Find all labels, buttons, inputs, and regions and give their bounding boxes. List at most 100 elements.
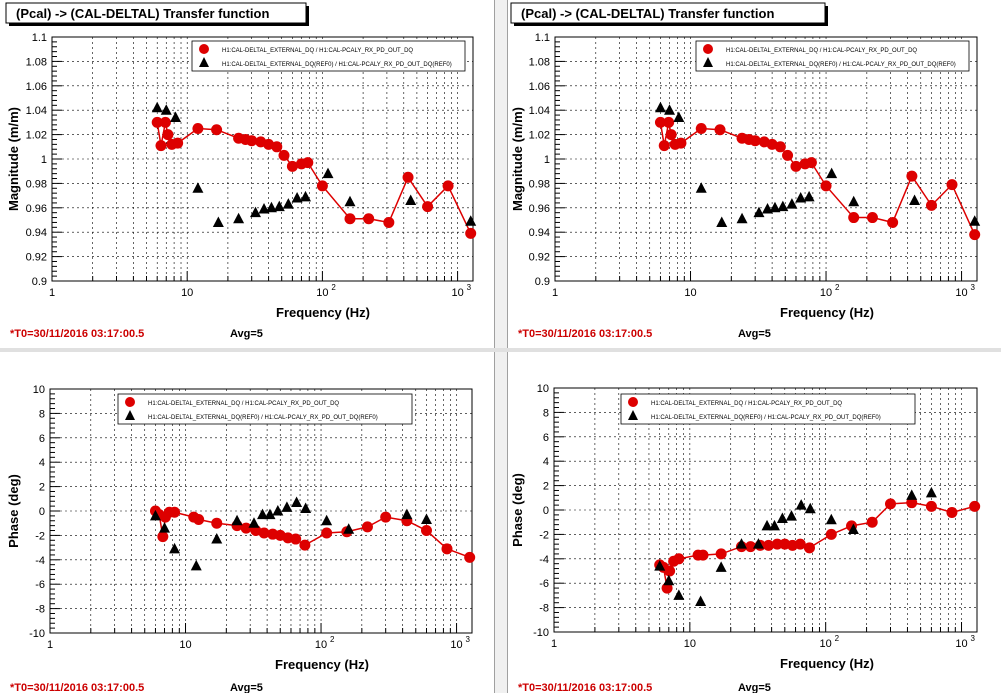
legend-marker-circle	[125, 397, 135, 407]
data-point	[752, 538, 764, 549]
y-tick-label: 1.04	[529, 105, 550, 117]
data-point	[774, 141, 786, 153]
legend-entry: H1:CAL-DELTAL_EXTERNAL_DQ / H1:CAL-PCALY…	[726, 48, 917, 54]
series-main	[149, 505, 476, 563]
y-tick-label: 1.1	[32, 32, 47, 44]
y-tick-label: 0.96	[26, 203, 47, 215]
data-point	[464, 551, 476, 563]
data-point	[211, 533, 223, 544]
data-point	[151, 101, 163, 113]
data-point	[169, 542, 181, 554]
phase-plot-pad-right[interactable]: -10 -8 -6 -4 -2 0 2 4 6 8 10 1 10 10 2 10 3 Frequency (Hz…	[508, 352, 1001, 693]
y-tick-label: -4	[35, 555, 45, 567]
title-box-frame	[510, 2, 826, 24]
y-tick-label: 0.98	[26, 178, 47, 190]
data-point	[790, 160, 802, 172]
legend-marker-circle	[199, 44, 209, 54]
data-point	[777, 200, 789, 212]
data-point	[826, 167, 838, 179]
data-point	[969, 215, 981, 226]
y-tick-label: 1.08	[26, 56, 47, 68]
data-point	[192, 123, 204, 134]
x-tick-label: 10	[684, 638, 696, 650]
y-tick-label: 0.9	[535, 276, 550, 288]
x-tick-label: 10	[179, 639, 191, 651]
y-tick-label: 1.1	[535, 32, 550, 44]
data-point	[925, 486, 937, 498]
data-point	[803, 542, 815, 554]
y-tick-label: -8	[539, 603, 549, 615]
data-point	[848, 195, 860, 207]
data-point	[745, 541, 757, 553]
data-point	[658, 140, 670, 152]
data-point	[271, 141, 283, 153]
y-tick-label: 1.04	[26, 105, 47, 117]
y-tick-label: 10	[33, 384, 45, 396]
data-point	[925, 500, 937, 512]
y-tick-label: 8	[39, 408, 45, 420]
x-tick-label: 10	[820, 638, 832, 650]
data-point	[383, 216, 395, 228]
y-tick-label: 8	[543, 407, 549, 419]
timestamp-label: *T0=30/11/2016 03:17:00.5	[518, 682, 652, 693]
x-axis-label: Frequency (Hz)	[275, 657, 369, 672]
y-tick-label: 1.06	[529, 81, 550, 93]
data-point	[715, 548, 727, 560]
data-point	[405, 194, 417, 205]
y-tick-label: 6	[543, 432, 549, 444]
data-point	[192, 182, 204, 193]
x-tick-exponent: 3	[971, 634, 976, 643]
y-tick-label: 0.96	[529, 203, 550, 215]
y-tick-label: 0	[543, 505, 549, 517]
data-point	[716, 216, 728, 227]
data-point	[211, 517, 223, 529]
y-tick-label: 0.98	[529, 178, 550, 190]
magnitude-plot-pad-right[interactable]: (Pcal) -> (CAL-DELTAL) Transfer function…	[508, 0, 1001, 348]
x-tick-exponent: 2	[835, 634, 840, 643]
data-point	[300, 190, 312, 202]
data-point	[162, 129, 174, 141]
data-point	[906, 489, 918, 500]
data-point	[286, 160, 298, 172]
magnitude-plot-pad-left[interactable]: (Pcal) -> (CAL-DELTAL) Transfer function…	[0, 0, 494, 348]
data-point	[782, 149, 794, 161]
y-tick-label: -6	[539, 578, 549, 590]
data-point	[300, 502, 312, 514]
y-tick-label: -6	[35, 579, 45, 591]
data-point	[761, 519, 773, 531]
horizontal-separator	[0, 348, 1001, 352]
data-point	[714, 124, 726, 136]
data-point	[299, 539, 311, 551]
data-point	[825, 528, 837, 540]
y-tick-label: 2	[39, 482, 45, 494]
series-main	[151, 116, 477, 239]
title-box-frame	[5, 2, 307, 24]
phase-plot-pad-left[interactable]: -10 -8 -6 -4 -2 0 2 4 6 8 10 1 10 10 2 10 3 Frequency (Hz…	[0, 352, 494, 693]
x-tick-exponent: 3	[467, 283, 472, 292]
data-point	[753, 206, 765, 218]
data-point	[420, 513, 432, 525]
data-point	[654, 560, 666, 571]
y-tick-label: 1.06	[26, 81, 47, 93]
legend: H1:CAL-DELTAL_EXTERNAL_DQ / H1:CAL-PCALY…	[117, 393, 413, 425]
x-tick-label: 10	[684, 287, 696, 299]
timestamp-label: *T0=30/11/2016 03:17:00.5	[518, 328, 652, 340]
data-point	[769, 201, 781, 213]
data-point	[231, 514, 243, 526]
data-point	[159, 522, 171, 533]
x-tick-label: 10	[315, 639, 327, 651]
data-point	[212, 216, 224, 227]
legend-entry: H1:CAL-DELTAL_EXTERNAL_DQ(REF0) / H1:CAL…	[726, 62, 956, 68]
data-point	[278, 149, 290, 161]
legend-marker-triangle	[628, 410, 638, 420]
series-main	[654, 116, 981, 241]
y-axis-label: Phase (deg)	[510, 473, 525, 547]
y-tick-label: 0.94	[26, 227, 47, 239]
data-point	[909, 194, 921, 205]
x-tick-label: 10	[955, 287, 967, 299]
y-tick-label: 1.02	[529, 130, 550, 142]
vertical-separator-line-right	[507, 0, 508, 693]
data-point	[795, 192, 807, 203]
y-tick-label: 0	[39, 506, 45, 518]
data-point	[321, 527, 333, 539]
